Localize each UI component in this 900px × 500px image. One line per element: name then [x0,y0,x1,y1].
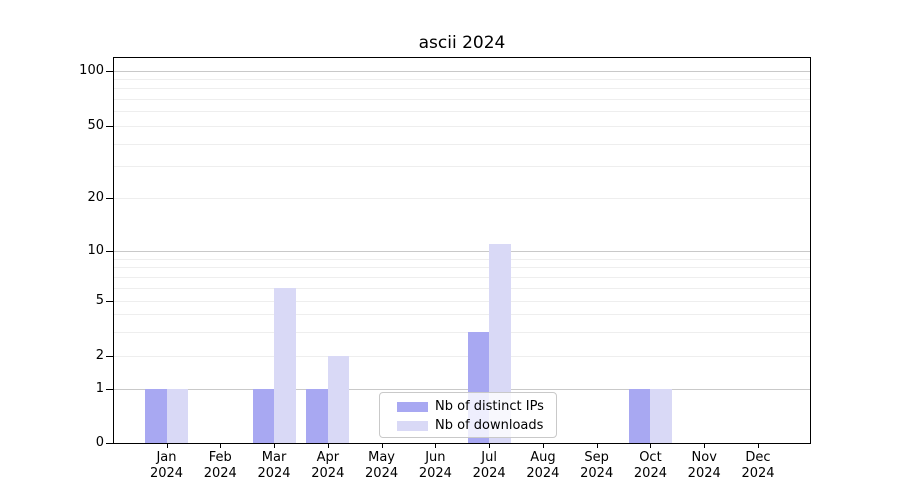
x-tick-label: Dec 2024 [741,450,775,481]
x-tick-label: Jul 2024 [472,450,506,481]
x-tick-label: Sep 2024 [580,450,614,481]
x-tick-label: Nov 2024 [687,450,721,481]
y-tick [106,301,113,302]
y-minor-gridline [114,143,810,145]
y-tick-label: 1 [95,380,104,396]
bar-distinct-ips [252,388,275,443]
y-minor-gridline [114,126,810,127]
y-tick-label: 10 [87,243,104,258]
x-tick [704,444,706,448]
x-tick [596,444,598,448]
bar-distinct-ips [145,388,167,443]
y-minor-gridline [114,111,810,113]
y-minor-gridline [114,267,810,269]
x-tick [166,444,168,448]
y-major-gridline [114,251,810,252]
y-tick [106,70,113,72]
y-minor-gridline [114,78,810,80]
bar-downloads [166,388,188,443]
legend-item-distinct-ips: Nb of distinct IPs [397,397,556,416]
chart-title: ascii 2024 [418,33,506,53]
legend: Nb of distinct IPs Nb of downloads [379,392,557,438]
x-tick [650,444,652,448]
y-tick [106,251,113,252]
legend-swatch-distinct-ips [397,401,428,412]
x-tick [327,444,329,448]
x-tick-label: Aug 2024 [526,450,560,481]
x-tick-label: Jun 2024 [418,450,452,481]
x-tick [489,444,491,448]
y-tick-label: 2 [95,348,104,363]
y-minor-gridline [114,88,810,90]
y-minor-gridline [114,356,810,357]
y-minor-gridline [114,301,810,302]
bar-downloads [650,388,672,443]
bar-distinct-ips [628,388,651,443]
y-tick-label: 20 [87,190,104,205]
y-tick-label: 5 [95,293,104,308]
legend-label-distinct-ips: Nb of distinct IPs [435,399,544,414]
x-tick-label: Feb 2024 [203,450,237,481]
bar-downloads [274,287,296,443]
y-tick-label: 50 [87,118,104,133]
y-tick [106,388,113,390]
y-minor-gridline [114,198,810,199]
y-minor-gridline [114,166,810,168]
x-tick-label: Jan 2024 [149,450,184,481]
x-tick [758,444,759,448]
y-tick [106,356,113,357]
y-minor-gridline [114,258,810,260]
x-tick-label: Mar 2024 [257,450,291,481]
y-major-gridline [114,70,810,72]
x-tick [274,444,276,448]
y-major-gridline [114,388,810,390]
y-minor-gridline [114,276,810,278]
x-tick [220,444,222,448]
x-tick [435,444,437,448]
x-tick-label: May 2024 [365,450,399,481]
x-tick-label: Apr 2024 [311,450,345,481]
legend-item-downloads: Nb of downloads [397,416,556,435]
bar-downloads [327,356,350,443]
bar-distinct-ips [306,388,328,443]
x-tick [381,444,383,448]
y-tick [106,198,113,199]
y-minor-gridline [114,314,810,316]
y-tick [106,443,113,444]
x-tick [542,444,544,448]
y-minor-gridline [114,99,810,101]
y-tick-label: 0 [95,435,104,450]
y-tick [106,126,113,127]
y-minor-gridline [114,287,810,289]
x-tick-label: Oct 2024 [633,450,667,481]
legend-swatch-downloads [397,420,428,431]
legend-label-downloads: Nb of downloads [435,418,544,433]
y-tick-label: 100 [79,62,104,78]
y-minor-gridline [114,331,810,333]
